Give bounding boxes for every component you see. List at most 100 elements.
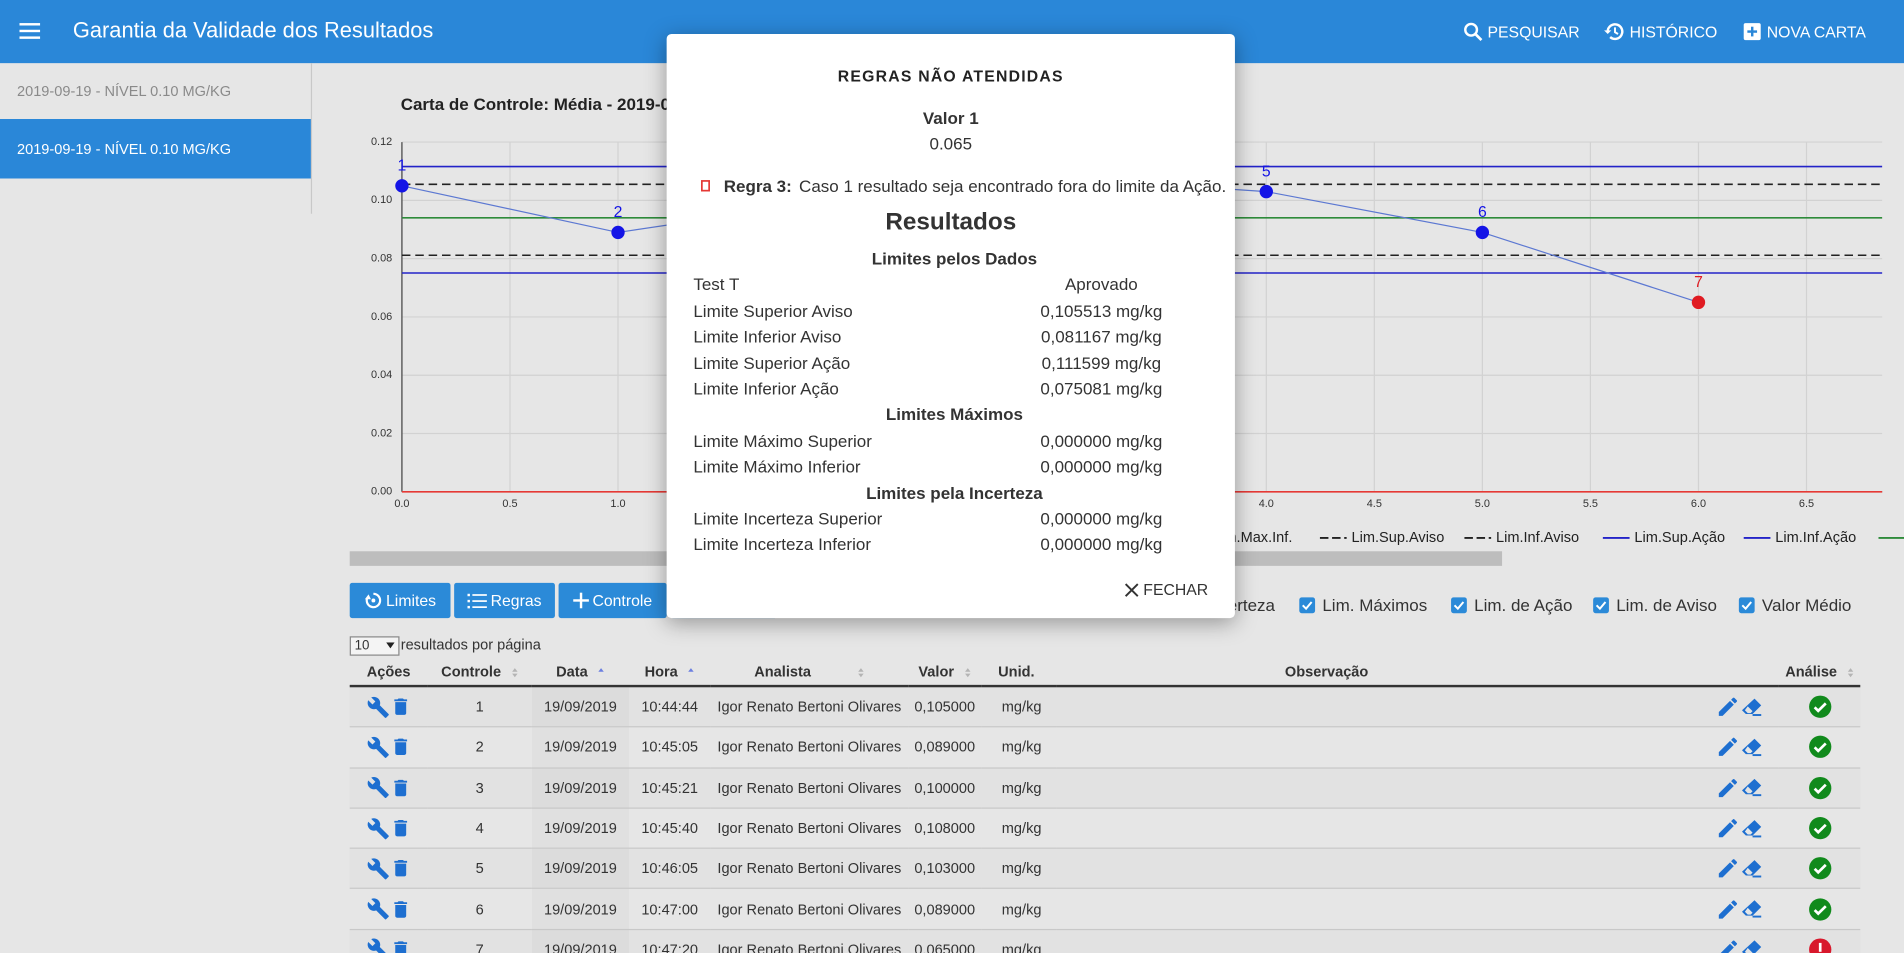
data-point bbox=[1691, 295, 1706, 310]
checkbox[interactable] bbox=[1299, 596, 1316, 613]
filter-action[interactable]: Lim. de Ação bbox=[1451, 595, 1572, 614]
delete-icon[interactable] bbox=[389, 898, 411, 920]
result-label: Limite Inferior Aviso bbox=[693, 326, 842, 347]
result-label: Limite Incerteza Inferior bbox=[693, 534, 872, 555]
col-header[interactable]: Data bbox=[531, 658, 630, 688]
edit-cell bbox=[1700, 848, 1779, 890]
edit-icon[interactable] bbox=[1716, 897, 1740, 921]
edit-control-icon[interactable] bbox=[366, 857, 389, 880]
sort-icon bbox=[1847, 666, 1854, 678]
erase-icon[interactable] bbox=[1740, 938, 1763, 953]
limits-icon bbox=[364, 592, 382, 609]
cell: 19/09/2019 bbox=[531, 888, 630, 930]
col-header[interactable]: Controle bbox=[427, 658, 532, 688]
cell: 19/09/2019 bbox=[531, 807, 630, 850]
cell: mg/kg bbox=[981, 929, 1057, 953]
result-row: Limite Incerteza Superior 0,000000 mg/kg bbox=[693, 506, 1215, 532]
rule-icon bbox=[701, 180, 710, 192]
rules-icon bbox=[467, 593, 487, 608]
col-header[interactable]: Analista bbox=[710, 658, 909, 688]
legend-label: Lim.Inf.Aviso bbox=[1496, 530, 1579, 546]
sort-icon bbox=[687, 666, 694, 678]
edit-control-icon[interactable] bbox=[366, 938, 389, 953]
legend-label: Lim.Sup.Aviso bbox=[1352, 530, 1445, 546]
section-title: Limites pelos Dados bbox=[871, 248, 1038, 269]
filter-warning[interactable]: Lim. de Aviso bbox=[1593, 595, 1717, 614]
delete-icon[interactable] bbox=[389, 858, 411, 880]
x-tick-label: 0.5 bbox=[502, 498, 517, 510]
cell: 19/09/2019 bbox=[531, 727, 630, 769]
edit-icon[interactable] bbox=[1716, 735, 1740, 759]
control-button[interactable]: Controle bbox=[558, 582, 667, 619]
checkbox[interactable] bbox=[1593, 596, 1609, 613]
edit-icon[interactable] bbox=[1716, 695, 1740, 719]
page-size-select[interactable]: 10 bbox=[349, 636, 400, 656]
x-tick-label: 5.5 bbox=[1583, 498, 1598, 510]
edit-control-icon[interactable] bbox=[366, 776, 389, 799]
search-label: PESQUISAR bbox=[1487, 22, 1580, 41]
delete-icon[interactable] bbox=[389, 736, 411, 758]
cell: 1 bbox=[427, 686, 532, 728]
delete-icon[interactable] bbox=[389, 939, 411, 953]
edit-control-icon[interactable] bbox=[366, 898, 389, 921]
result-value: 0,111599 mg/kg bbox=[1041, 352, 1162, 373]
close-label: FECHAR bbox=[1143, 580, 1209, 599]
edit-control-icon[interactable] bbox=[366, 736, 389, 759]
erase-icon[interactable] bbox=[1740, 695, 1763, 718]
rules-button[interactable]: Regras bbox=[454, 582, 555, 619]
col-header[interactable]: Análise bbox=[1778, 658, 1861, 688]
cell: 0,089000 bbox=[908, 888, 982, 930]
cell: 19/09/2019 bbox=[531, 767, 630, 809]
menu-icon[interactable] bbox=[19, 22, 41, 40]
close-button[interactable]: FECHAR bbox=[1124, 580, 1209, 599]
cell: Igor Renato Bertoni Olivares bbox=[710, 686, 909, 728]
erase-icon[interactable] bbox=[1740, 857, 1763, 880]
filter-max[interactable]: Lim. Máximos bbox=[1299, 595, 1427, 614]
filter-mean[interactable]: Valor Médio bbox=[1738, 595, 1851, 614]
cell: Igor Renato Bertoni Olivares bbox=[710, 767, 909, 809]
result-value: 0,081167 mg/kg bbox=[1041, 326, 1162, 347]
col-title: Análise bbox=[1785, 663, 1838, 681]
checkbox[interactable] bbox=[1451, 596, 1467, 613]
analysis-cell bbox=[1778, 888, 1861, 930]
results: Limites pelos Dados Test T Aprovado Limite … bbox=[693, 247, 1215, 559]
limits-button[interactable]: Limites bbox=[349, 582, 451, 619]
cell: 10:47:00 bbox=[629, 888, 711, 930]
checkbox[interactable] bbox=[1738, 596, 1755, 613]
delete-icon[interactable] bbox=[389, 817, 411, 839]
cell: 6 bbox=[427, 888, 532, 930]
delete-icon[interactable] bbox=[389, 777, 411, 799]
col-header[interactable]: Hora bbox=[629, 658, 711, 688]
x-tick-label: 4.0 bbox=[1259, 498, 1274, 510]
filter-label: Lim. Máximos bbox=[1322, 595, 1428, 615]
edit-icon[interactable] bbox=[1716, 937, 1740, 953]
edit-icon[interactable] bbox=[1716, 856, 1740, 880]
sidebar-item-active[interactable]: 2019-09-19 - NÍVEL 0.10 MG/KG bbox=[0, 119, 311, 179]
col-title: Ações bbox=[366, 663, 411, 681]
cell: 19/09/2019 bbox=[531, 686, 630, 728]
edit-control-icon[interactable] bbox=[366, 695, 389, 718]
edit-control-icon[interactable] bbox=[366, 817, 389, 840]
edit-icon[interactable] bbox=[1716, 776, 1740, 800]
search-button[interactable]: PESQUISAR bbox=[1463, 21, 1580, 43]
x-tick-label: 6.5 bbox=[1799, 498, 1814, 510]
erase-icon[interactable] bbox=[1740, 817, 1763, 840]
cell: Igor Renato Bertoni Olivares bbox=[710, 807, 909, 850]
erase-icon[interactable] bbox=[1740, 776, 1763, 799]
cell: mg/kg bbox=[981, 807, 1057, 850]
edit-cell bbox=[1700, 767, 1779, 809]
analysis-cell bbox=[1778, 807, 1861, 850]
delete-icon[interactable] bbox=[389, 696, 411, 718]
erase-icon[interactable] bbox=[1740, 898, 1763, 921]
y-tick-label: 0.06 bbox=[371, 311, 392, 323]
edit-icon[interactable] bbox=[1716, 816, 1740, 840]
history-button[interactable]: HISTÓRICO bbox=[1604, 21, 1717, 43]
sidebar-item[interactable]: 2019-09-19 - NÍVEL 0.10 MG/KG bbox=[17, 82, 232, 100]
new-chart-button[interactable]: NOVA CARTA bbox=[1743, 21, 1866, 43]
result-row: Limite Inferior Ação 0,075081 mg/kg bbox=[693, 376, 1215, 402]
col-header[interactable]: Valor bbox=[908, 658, 982, 688]
erase-icon[interactable] bbox=[1740, 736, 1763, 759]
analysis-icon bbox=[1806, 815, 1833, 842]
